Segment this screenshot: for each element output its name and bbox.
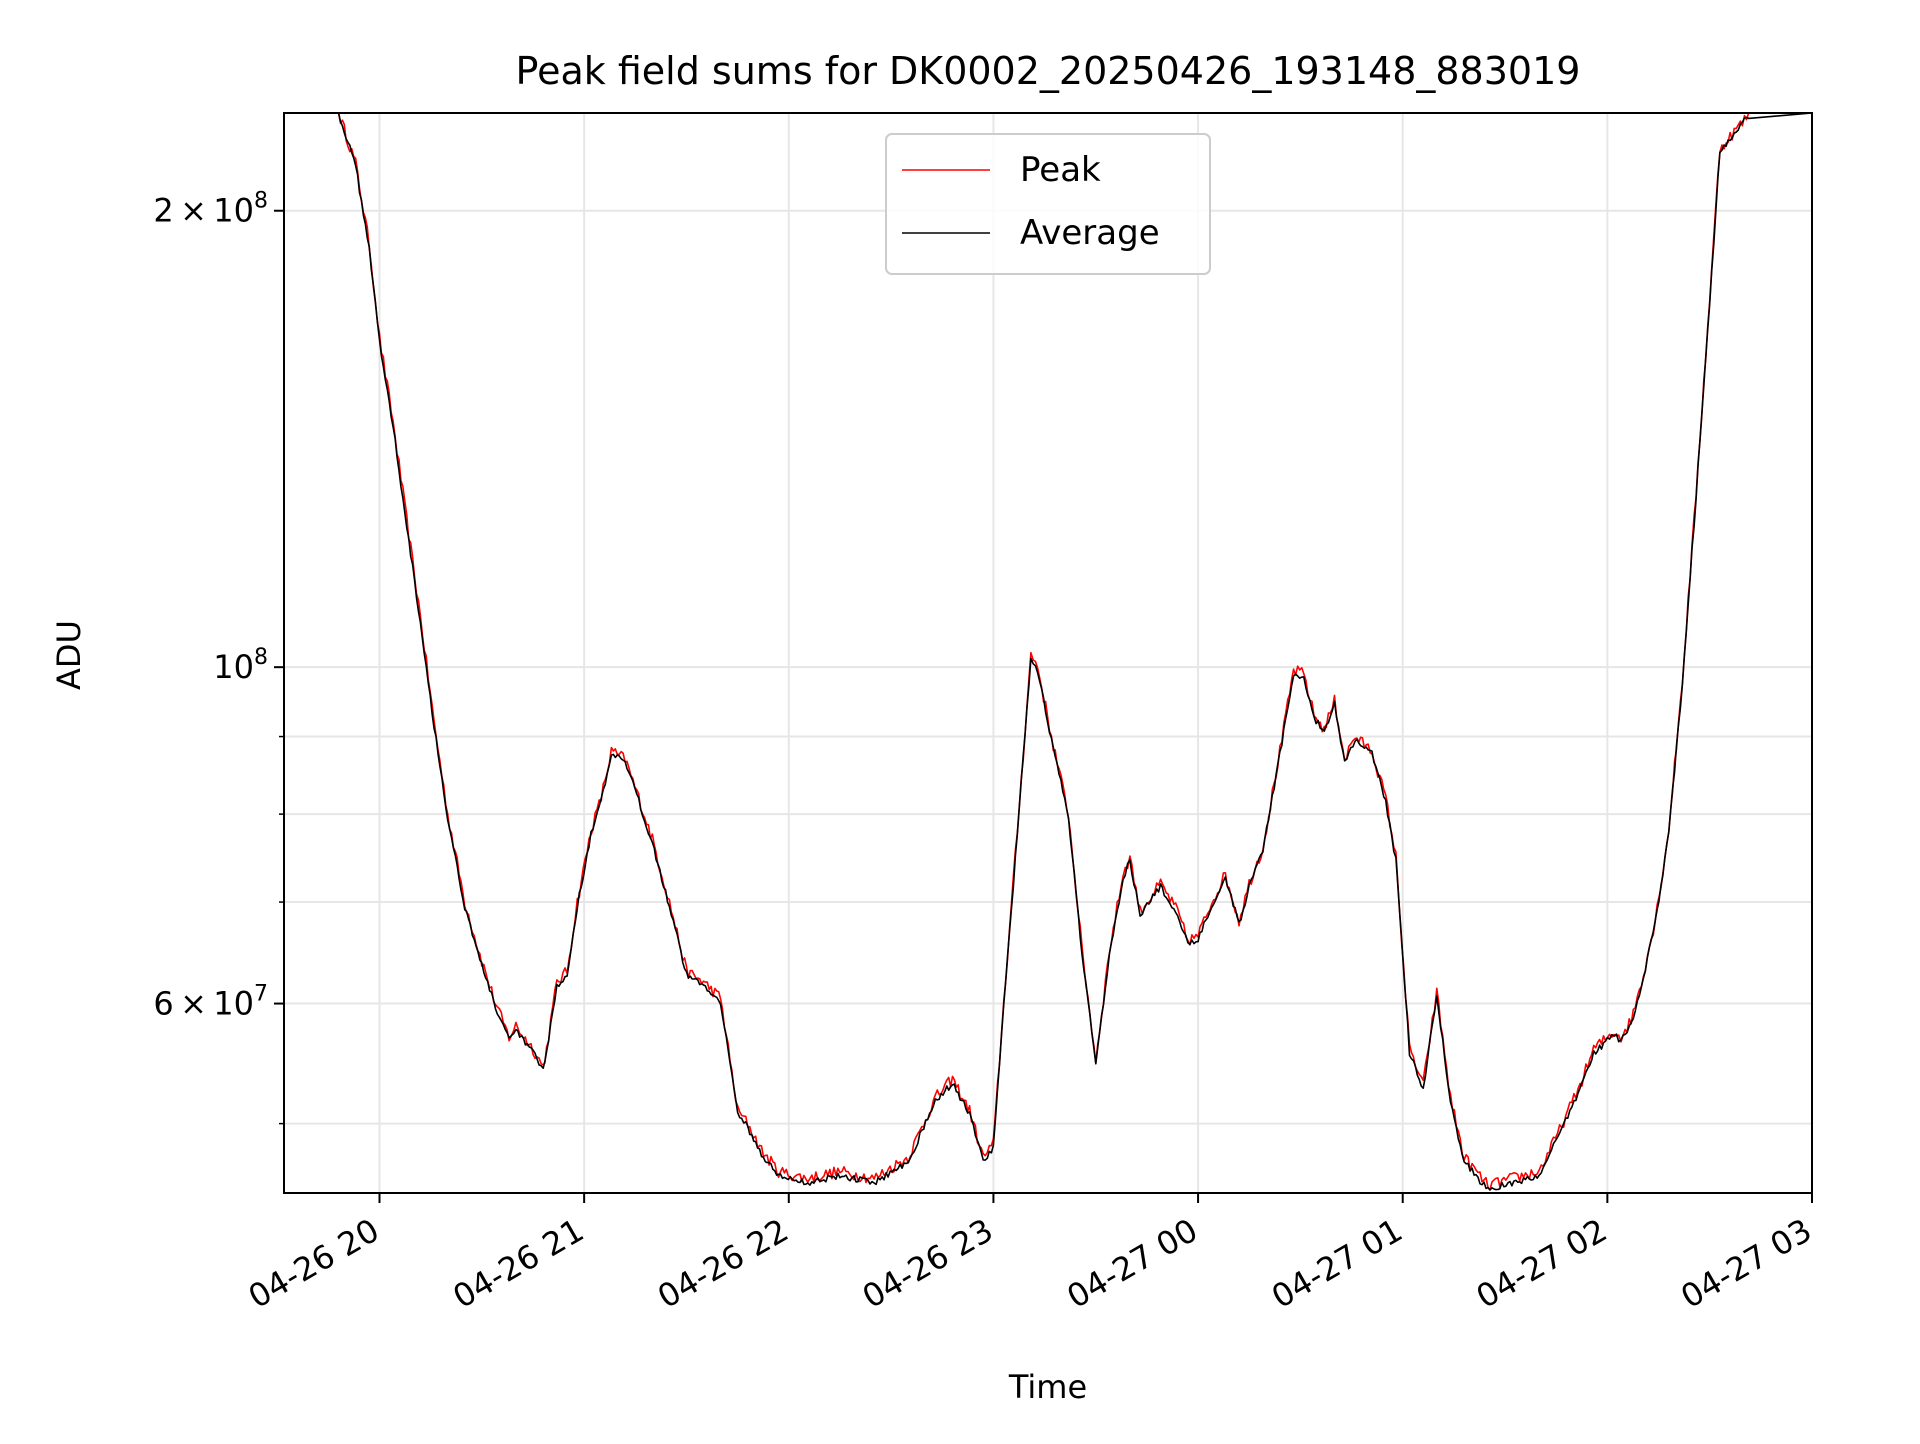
- x-tick-label: 04-26 20: [242, 1211, 386, 1316]
- legend-box: [885, 133, 1211, 275]
- y-tick-label: 2 × 108: [153, 189, 268, 230]
- x-tick-label: 04-26 21: [447, 1211, 591, 1316]
- y-tick-label: 108: [213, 645, 268, 686]
- x-tick-label: 04-27 02: [1470, 1211, 1614, 1316]
- axis-ticks: 04-26 20 04-26 21 04-26 22 04-26 23 04-27 00…: [153, 189, 1818, 1316]
- legend-label-peak: Peak: [1020, 150, 1101, 190]
- x-tick-label: 04-27 00: [1060, 1211, 1204, 1316]
- y-axis-label: ADU: [50, 620, 88, 690]
- x-tick-label: 04-27 03: [1674, 1211, 1818, 1316]
- x-tick-label: 04-26 23: [856, 1211, 1000, 1316]
- y-tick-label: 6 × 107: [153, 982, 268, 1023]
- x-tick-label: 04-27 01: [1265, 1211, 1409, 1316]
- legend-label-average: Average: [1020, 213, 1160, 253]
- chart-title: Peak field sums for DK0002_20250426_1931…: [516, 49, 1581, 93]
- grid: [284, 113, 1812, 1193]
- series-layer: [284, 113, 1812, 1191]
- legend: Peak Average: [885, 133, 1211, 275]
- x-axis-label: Time: [1008, 1368, 1087, 1406]
- plot-frame: [283, 112, 1813, 1194]
- series-line-average: [284, 113, 1812, 1191]
- x-tick-label: 04-26 22: [651, 1211, 795, 1316]
